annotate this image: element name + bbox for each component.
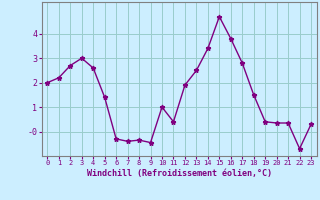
X-axis label: Windchill (Refroidissement éolien,°C): Windchill (Refroidissement éolien,°C) [87, 169, 272, 178]
